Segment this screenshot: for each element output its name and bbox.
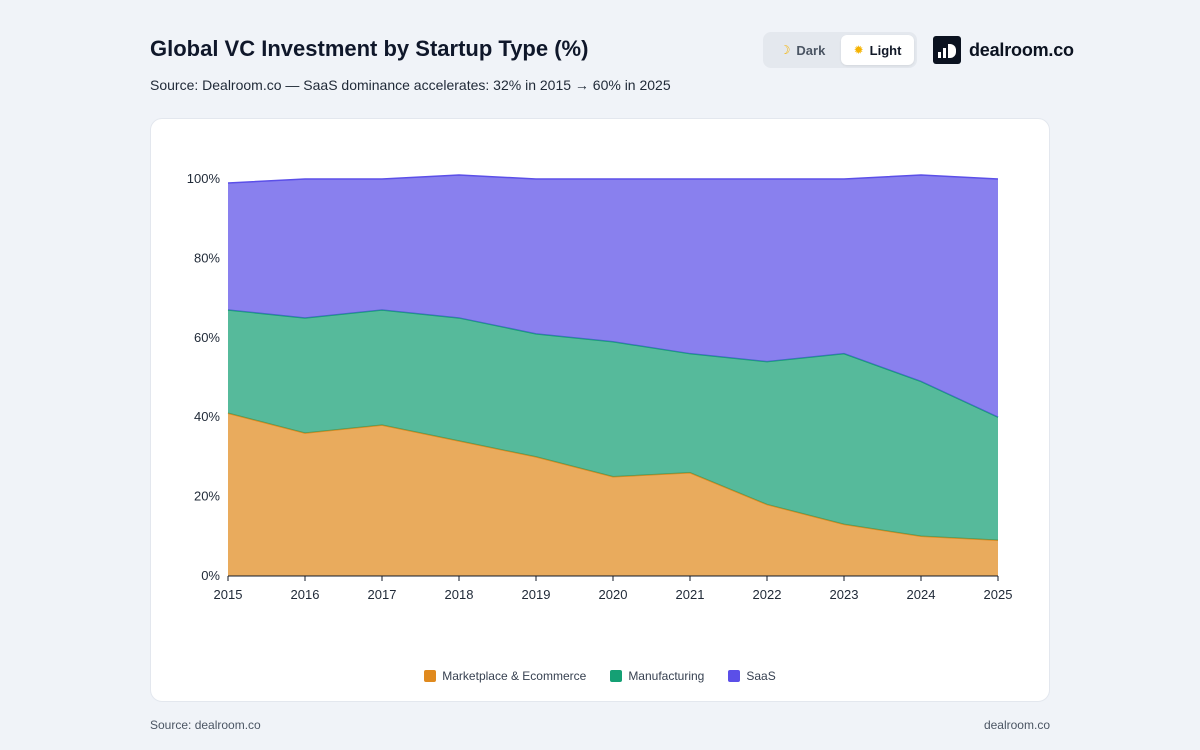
legend-swatch xyxy=(610,670,623,682)
legend-item[interactable]: Marketplace & Ecommerce xyxy=(424,669,586,683)
dark-theme-button[interactable]: ☽ Dark xyxy=(766,35,839,65)
x-tick-label: 2018 xyxy=(445,587,474,602)
light-theme-button[interactable]: ✹ Light xyxy=(841,35,914,65)
chart-card: 0% 20% 40% 60% 80% 100% 2015 2016 2017 2018 2019 20… xyxy=(150,118,1050,702)
y-tick-label: 80% xyxy=(194,250,220,265)
dealroom-logo-icon xyxy=(933,36,961,64)
legend-swatch xyxy=(424,670,437,682)
y-tick-label: 100% xyxy=(187,171,221,186)
area-marketplace-ecommerce xyxy=(228,413,998,576)
legend-item[interactable]: Manufacturing xyxy=(610,669,704,683)
chart-legend: Marketplace & Ecommerce Manufacturing SaaS xyxy=(151,669,1049,683)
page-title: Global VC Investment by Startup Type (%) xyxy=(150,36,589,61)
footer-brand: dealroom.co xyxy=(983,718,1050,732)
legend-item[interactable]: SaaS xyxy=(728,669,776,683)
footer-source: Source: dealroom.co xyxy=(150,718,261,732)
x-tick-label: 2022 xyxy=(753,587,782,602)
line-saas xyxy=(227,174,999,184)
brand-name: dealroom.co xyxy=(969,39,1074,60)
dark-theme-label: Dark xyxy=(796,42,826,58)
x-tick-label: 2021 xyxy=(676,587,705,602)
x-tick-label: 2024 xyxy=(907,587,936,602)
y-tick-label: 60% xyxy=(194,330,220,345)
y-tick-label: 0% xyxy=(201,568,220,583)
legend-label: SaaS xyxy=(746,669,776,683)
x-tick-label: 2015 xyxy=(214,587,243,602)
light-theme-label: Light xyxy=(869,42,902,58)
x-tick-label: 2019 xyxy=(522,587,551,602)
x-tick-label: 2020 xyxy=(599,587,628,602)
theme-toggle: ☽ Dark ✹ Light xyxy=(763,32,917,68)
y-tick-label: 20% xyxy=(194,489,220,504)
y-tick-label: 40% xyxy=(194,409,220,424)
area-saas xyxy=(228,175,998,418)
x-tick-label: 2023 xyxy=(830,587,859,602)
legend-label: Marketplace & Ecommerce xyxy=(442,669,587,683)
moon-icon: ☽ xyxy=(779,43,791,57)
x-tick-label: 2016 xyxy=(291,587,320,602)
legend-swatch xyxy=(728,670,741,682)
stacked-area-chart: 0% 20% 40% 60% 80% 100% 2015 2016 2017 2018 2019 20… xyxy=(187,171,1013,602)
x-tick-label: 2017 xyxy=(368,587,397,602)
sun-icon: ✹ xyxy=(853,43,864,57)
brand[interactable]: dealroom.co xyxy=(933,36,1074,64)
page-subtitle: Source: Dealroom.co — SaaS dominance acc… xyxy=(150,77,671,93)
x-tick-label: 2025 xyxy=(984,587,1013,602)
area-manufacturing xyxy=(228,310,998,541)
legend-label: Manufacturing xyxy=(628,669,705,683)
